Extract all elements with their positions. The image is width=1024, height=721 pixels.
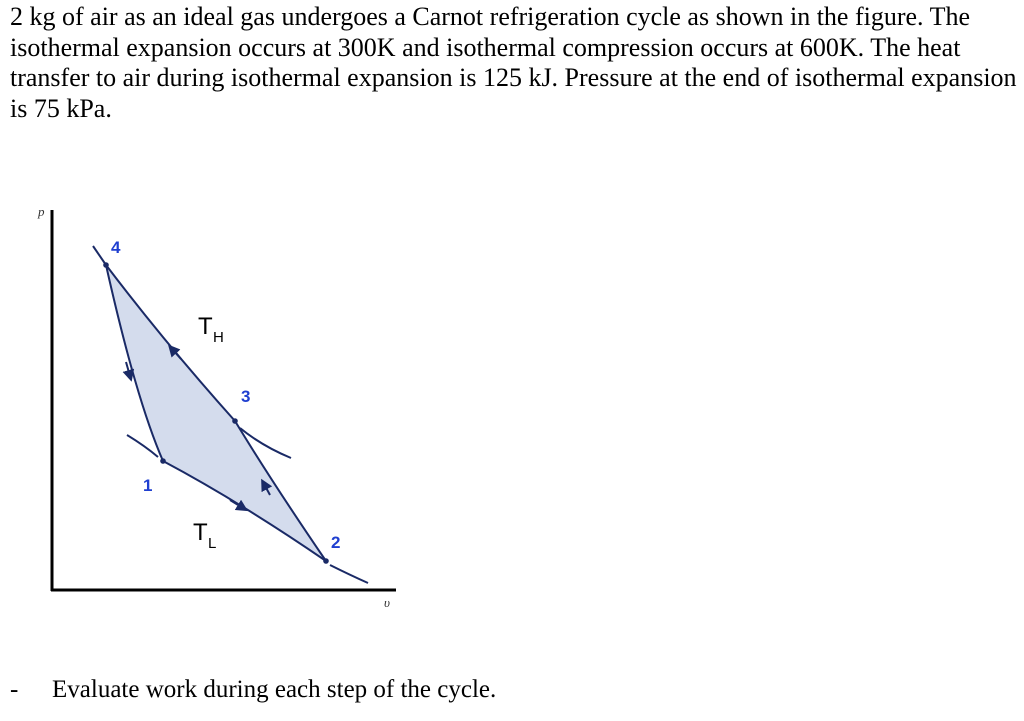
- state-point-3: [232, 418, 238, 424]
- state-point-2: [323, 558, 329, 564]
- process-4-1-line: [105, 264, 164, 462]
- process-4-1-arrow: [122, 361, 135, 382]
- y-axis-label: p: [37, 204, 45, 219]
- cycle-area: [106, 265, 326, 561]
- process-4-3-line: [105, 264, 236, 422]
- isotherm-extension-3: [239, 427, 292, 459]
- state-point-4: [103, 262, 109, 268]
- svg-text:H: H: [213, 329, 224, 346]
- isotherm-extension-2: [329, 564, 369, 584]
- svg-text:T: T: [198, 313, 213, 340]
- problem-statement: 2 kg of air as an ideal gas undergoes a …: [10, 2, 1017, 123]
- state-label-2: 2: [331, 533, 340, 552]
- task-text: Evaluate work during each step of the cy…: [52, 676, 497, 703]
- state-label-3: 3: [241, 387, 250, 406]
- isotherm-extension-1: [126, 434, 159, 458]
- process-1-2-arrow: [229, 499, 249, 512]
- process-3-2-line: [234, 420, 327, 562]
- process-4-3-arrow: [167, 344, 182, 360]
- x-axis-label: υ: [384, 595, 390, 610]
- pv-diagram: p υ 4 3 1 2 T H T L: [37, 204, 396, 610]
- svg-text:T: T: [193, 519, 208, 546]
- task-item: - Evaluate work during each step of the …: [10, 676, 496, 704]
- isotherm-extension-4: [92, 245, 107, 266]
- high-temperature-label: T H: [198, 313, 224, 346]
- state-label-1: 1: [143, 476, 152, 495]
- bullet-marker: -: [10, 676, 19, 703]
- low-temperature-label: T L: [193, 519, 216, 552]
- process-3-2-arrow: [261, 478, 273, 496]
- svg-text:L: L: [208, 535, 216, 552]
- state-label-4: 4: [111, 238, 121, 257]
- state-point-1: [160, 458, 166, 464]
